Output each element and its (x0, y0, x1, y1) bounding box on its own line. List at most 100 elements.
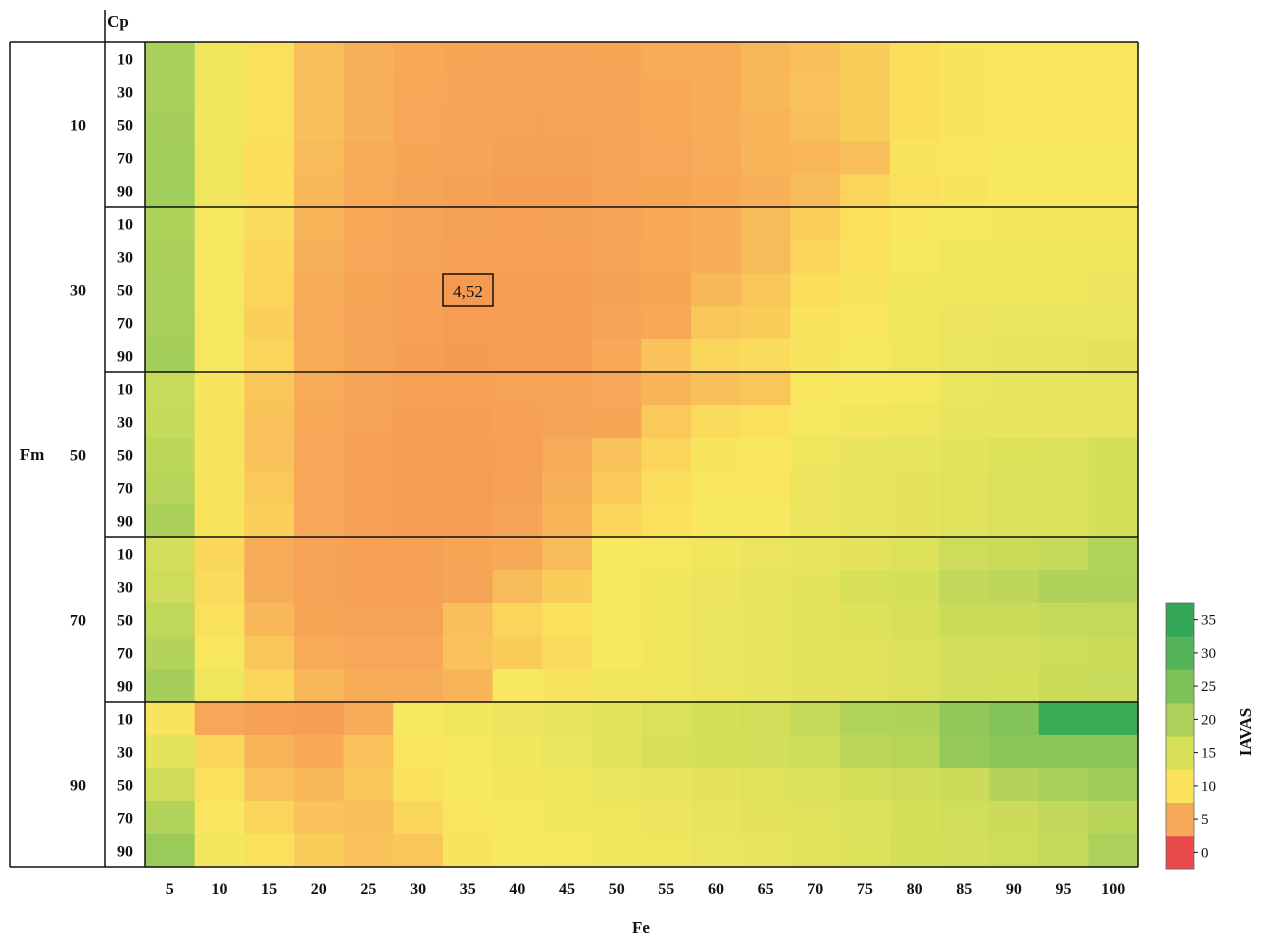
heatmap-cell (939, 42, 990, 76)
cp-tick-label: 90 (117, 349, 133, 366)
fm-tick-label: 30 (70, 283, 86, 300)
heatmap-cell (641, 174, 692, 208)
heatmap-cell (740, 75, 792, 109)
x-tick-label: 60 (708, 881, 724, 898)
heatmap-cell (740, 834, 792, 868)
heatmap-cell (591, 570, 643, 604)
heatmap-cell (641, 273, 692, 307)
heatmap-cell (691, 669, 742, 703)
heatmap-cell (1088, 570, 1139, 604)
heatmap-cell (790, 339, 841, 373)
heatmap-cell (194, 735, 245, 769)
heatmap-cell (492, 75, 543, 109)
heatmap-cell (790, 108, 841, 142)
heatmap-cell (244, 207, 295, 241)
heatmap-cell (194, 537, 245, 571)
heatmap-cell (790, 801, 841, 835)
heatmap-cell (492, 537, 543, 571)
x-tick-label: 35 (460, 881, 476, 898)
heatmap-cell (790, 768, 841, 802)
heatmap-cell (1088, 735, 1139, 769)
heatmap-cell (591, 141, 643, 175)
heatmap-cell (343, 735, 394, 769)
heatmap-cell (1088, 702, 1139, 736)
heatmap-cell (542, 141, 593, 175)
heatmap-cell (591, 339, 643, 373)
heatmap-cell (1038, 768, 1089, 802)
colorbar-segment (1166, 702, 1194, 737)
heatmap-cell (889, 174, 940, 208)
heatmap-cell (145, 504, 196, 538)
cp-tick-label: 50 (117, 778, 133, 795)
heatmap-cell (145, 141, 196, 175)
x-tick-label: 80 (907, 881, 923, 898)
cp-tick-label: 70 (117, 811, 133, 828)
heatmap-cell (393, 42, 444, 76)
heatmap-cell (492, 636, 543, 670)
heatmap-cell (641, 339, 692, 373)
colorbar-tick-label: 10 (1201, 779, 1216, 795)
heatmap-cell (591, 636, 643, 670)
heatmap-cell (1038, 141, 1089, 175)
heatmap-cell (1088, 207, 1139, 241)
fm-tick-label: 90 (70, 778, 86, 795)
x-tick-label: 100 (1101, 881, 1125, 898)
colorbar-outline (1165, 602, 1195, 870)
heatmap-cell (293, 108, 345, 142)
heatmap-cell (145, 834, 196, 868)
heatmap-cell (145, 207, 196, 241)
heatmap-cell (194, 702, 245, 736)
heatmap-cell (492, 42, 543, 76)
heatmap-cell (740, 372, 792, 406)
heatmap-cell (1038, 108, 1089, 142)
heatmap-cell (492, 174, 543, 208)
heatmap-cell (691, 702, 742, 736)
heatmap-cell (691, 405, 742, 439)
heatmap-cell (145, 702, 196, 736)
heatmap-cell (989, 207, 1040, 241)
heatmap-cell (840, 603, 891, 637)
cp-tick-label: 30 (117, 580, 133, 597)
heatmap-cell (691, 75, 742, 109)
heatmap-cell (442, 75, 494, 109)
heatmap-cell (343, 603, 394, 637)
heatmap-cell (591, 108, 643, 142)
heatmap-cell (840, 42, 891, 76)
heatmap-cell (492, 570, 543, 604)
cp-axis-label: Cp (107, 12, 129, 31)
heatmap-cell (989, 174, 1040, 208)
heatmap-cell (889, 372, 940, 406)
heatmap-cell (194, 438, 245, 472)
heatmap-cell (194, 570, 245, 604)
heatmap-cell (989, 75, 1040, 109)
heatmap-cell (591, 207, 643, 241)
heatmap-cell (591, 174, 643, 208)
heatmap-cell (343, 207, 394, 241)
heatmap-cell (691, 735, 742, 769)
heatmap-cell (939, 834, 990, 868)
heatmap-cell (442, 471, 494, 505)
heatmap-cell (790, 141, 841, 175)
heatmap-cell (790, 669, 841, 703)
heatmap-cell (145, 603, 196, 637)
heatmap-cell (641, 141, 692, 175)
min-value-annotation: 4,52 (442, 273, 494, 307)
heatmap-cell (1038, 603, 1089, 637)
heatmap-cell (641, 603, 692, 637)
heatmap-cell (393, 372, 444, 406)
heatmap-cell (393, 207, 444, 241)
x-tick-label: 45 (559, 881, 575, 898)
heatmap-cell (740, 141, 792, 175)
colorbar-tick-label: 20 (1201, 712, 1216, 728)
heatmap-cell (691, 273, 742, 307)
heatmap-cell (293, 306, 345, 340)
heatmap-cell (790, 603, 841, 637)
heatmap-cell (939, 339, 990, 373)
heatmap-cell (740, 669, 792, 703)
heatmap-cell (989, 108, 1040, 142)
heatmap-cell (641, 801, 692, 835)
heatmap-cell (889, 306, 940, 340)
heatmap-cell (492, 768, 543, 802)
heatmap-cell (393, 141, 444, 175)
heatmap-cell (244, 174, 295, 208)
